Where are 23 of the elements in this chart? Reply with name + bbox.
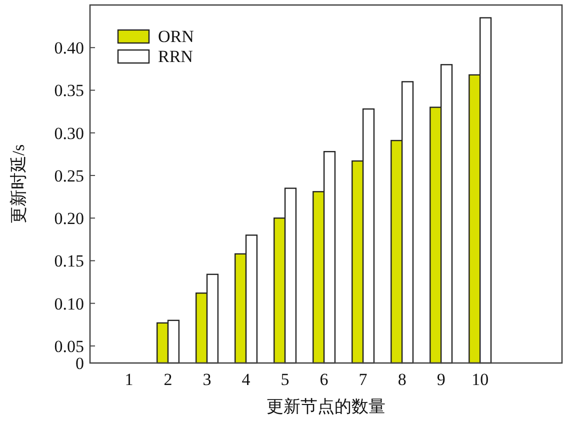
y-tick-label: 0.40 bbox=[54, 38, 84, 58]
y-axis-title: 更新时延/s bbox=[9, 144, 28, 224]
x-tick-label: 7 bbox=[358, 370, 368, 389]
y-tick-label: 0.10 bbox=[54, 294, 84, 314]
y-tick-label: 0.20 bbox=[54, 209, 84, 228]
x-tick-label: 4 bbox=[242, 370, 251, 389]
x-tick-label: 9 bbox=[436, 370, 446, 389]
x-tick-label: 2 bbox=[164, 370, 172, 389]
x-tick-label: 1 bbox=[124, 370, 134, 389]
y-tick-label: 0.30 bbox=[54, 124, 84, 143]
y-tick-label: 0.15 bbox=[54, 252, 84, 271]
x-tick-label: 8 bbox=[398, 370, 406, 389]
x-tick-label: 10 bbox=[472, 370, 489, 389]
x-tick-label: 3 bbox=[202, 370, 212, 389]
y-tick-label: 0.35 bbox=[54, 81, 84, 100]
y-tick-label: 0 bbox=[76, 354, 84, 373]
x-tick-label: 6 bbox=[320, 370, 328, 389]
y-tick-label: 0.25 bbox=[54, 166, 84, 186]
x-tick-label: 5 bbox=[280, 370, 290, 389]
x-axis-title: 更新节点的数量 bbox=[266, 397, 386, 416]
legend-label: RRN bbox=[158, 47, 193, 66]
y-tick-label: 0.05 bbox=[54, 336, 84, 356]
legend-label: ORN bbox=[158, 27, 194, 46]
